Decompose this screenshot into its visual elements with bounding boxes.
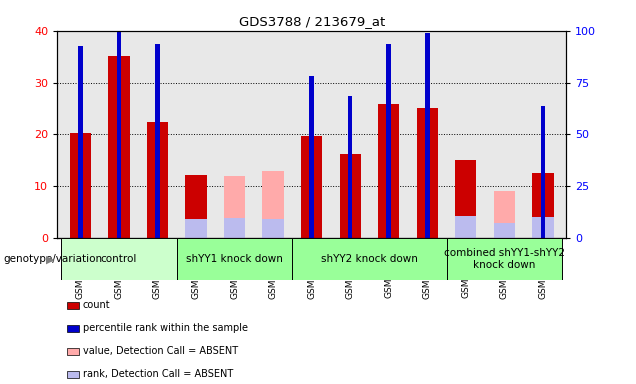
Bar	[340, 154, 361, 238]
Text: ▶: ▶	[46, 254, 54, 264]
Text: combined shYY1-shYY2
knock down: combined shYY1-shYY2 knock down	[444, 248, 565, 270]
Bar	[186, 175, 207, 238]
Bar	[378, 104, 399, 238]
Bar	[263, 219, 284, 238]
Bar	[293, 238, 446, 280]
Bar	[177, 238, 293, 280]
Bar	[224, 176, 245, 238]
Bar	[446, 238, 562, 280]
Bar	[186, 219, 207, 238]
Text: genotype/variation: genotype/variation	[3, 254, 102, 264]
Title: GDS3788 / 213679_at: GDS3788 / 213679_at	[238, 15, 385, 28]
Bar	[147, 122, 168, 238]
Bar	[61, 238, 177, 280]
Bar	[67, 325, 79, 332]
Bar	[425, 33, 429, 238]
Bar	[348, 96, 352, 238]
Bar	[494, 191, 515, 238]
Bar	[67, 302, 79, 309]
Text: value, Detection Call = ABSENT: value, Detection Call = ABSENT	[83, 346, 238, 356]
Bar	[494, 223, 515, 238]
Text: shYY1 knock down: shYY1 knock down	[186, 254, 283, 264]
Text: percentile rank within the sample: percentile rank within the sample	[83, 323, 247, 333]
Bar	[116, 5, 121, 238]
Bar	[108, 56, 130, 238]
Text: shYY2 knock down: shYY2 knock down	[321, 254, 418, 264]
Bar	[387, 44, 391, 238]
Bar	[417, 108, 438, 238]
Bar	[309, 76, 314, 238]
Bar	[67, 371, 79, 378]
Bar	[532, 173, 553, 238]
Bar	[455, 161, 476, 238]
Bar	[67, 348, 79, 355]
Bar	[78, 46, 83, 238]
Bar	[301, 136, 322, 238]
Bar	[532, 217, 553, 238]
Bar	[155, 44, 160, 238]
Bar	[541, 106, 545, 238]
Bar	[224, 218, 245, 238]
Bar	[70, 133, 91, 238]
Text: control: control	[100, 254, 137, 264]
Text: rank, Detection Call = ABSENT: rank, Detection Call = ABSENT	[83, 369, 233, 379]
Bar	[455, 216, 476, 238]
Text: count: count	[83, 300, 110, 310]
Bar	[263, 170, 284, 238]
